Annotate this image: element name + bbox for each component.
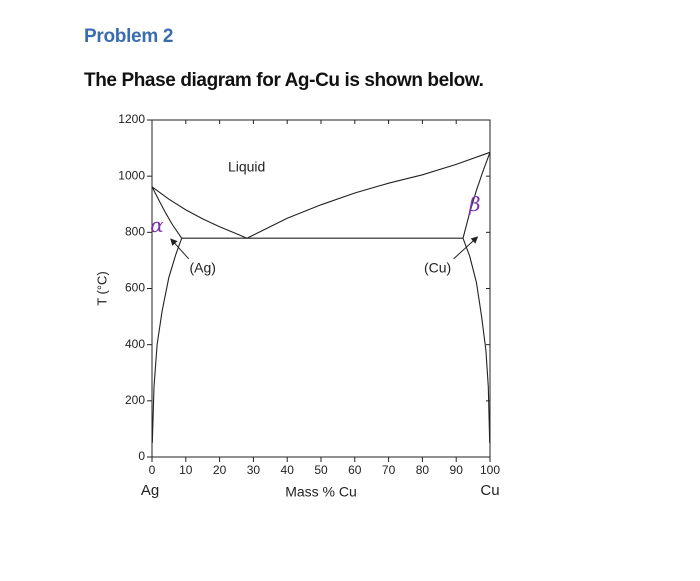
y-axis-label: T (°C) <box>94 271 109 306</box>
phase-boundary <box>462 152 491 239</box>
x-tick-label: 90 <box>450 463 464 477</box>
x-tick-label: 50 <box>314 463 328 477</box>
handwritten-label: α <box>150 213 164 237</box>
y-tick-label: 1200 <box>118 112 145 126</box>
phase-boundary <box>151 186 248 239</box>
x-tick-label: 80 <box>416 463 430 477</box>
x-tick-label: 100 <box>480 463 500 477</box>
phase-boundary <box>151 238 183 444</box>
y-tick-label: 0 <box>138 449 145 463</box>
phase-boundary <box>246 151 491 239</box>
x-tick-label: 20 <box>213 463 227 477</box>
region-label: Liquid <box>228 158 265 174</box>
pointer-arrow <box>170 238 190 260</box>
problem-heading: Problem 2 <box>84 26 174 47</box>
x-axis-label: Mass % Cu <box>285 484 357 500</box>
y-tick-label: 800 <box>125 225 145 239</box>
x-tick-label: 10 <box>179 463 193 477</box>
region-label: (Cu) <box>424 260 451 276</box>
handwritten-label: β <box>468 192 481 216</box>
y-tick-label: 400 <box>125 337 145 351</box>
right-element-label: Cu <box>480 482 499 499</box>
x-tick-label: 40 <box>281 463 295 477</box>
x-tick-label: 0 <box>149 463 156 477</box>
x-tick-label: 70 <box>382 463 396 477</box>
x-tick-label: 30 <box>247 463 261 477</box>
phase-boundary <box>151 186 183 239</box>
y-tick-label: 200 <box>125 393 145 407</box>
x-tick-label: 60 <box>348 463 362 477</box>
phase-boundary <box>462 238 491 444</box>
problem-statement: The Phase diagram for Ag-Cu is shown bel… <box>84 70 484 91</box>
pointer-arrow <box>453 236 479 260</box>
region-label: (Ag) <box>189 260 215 276</box>
y-tick-label: 1000 <box>118 168 145 182</box>
y-tick-label: 600 <box>125 281 145 295</box>
left-element-label: Ag <box>141 482 159 499</box>
plot-frame <box>151 119 491 458</box>
